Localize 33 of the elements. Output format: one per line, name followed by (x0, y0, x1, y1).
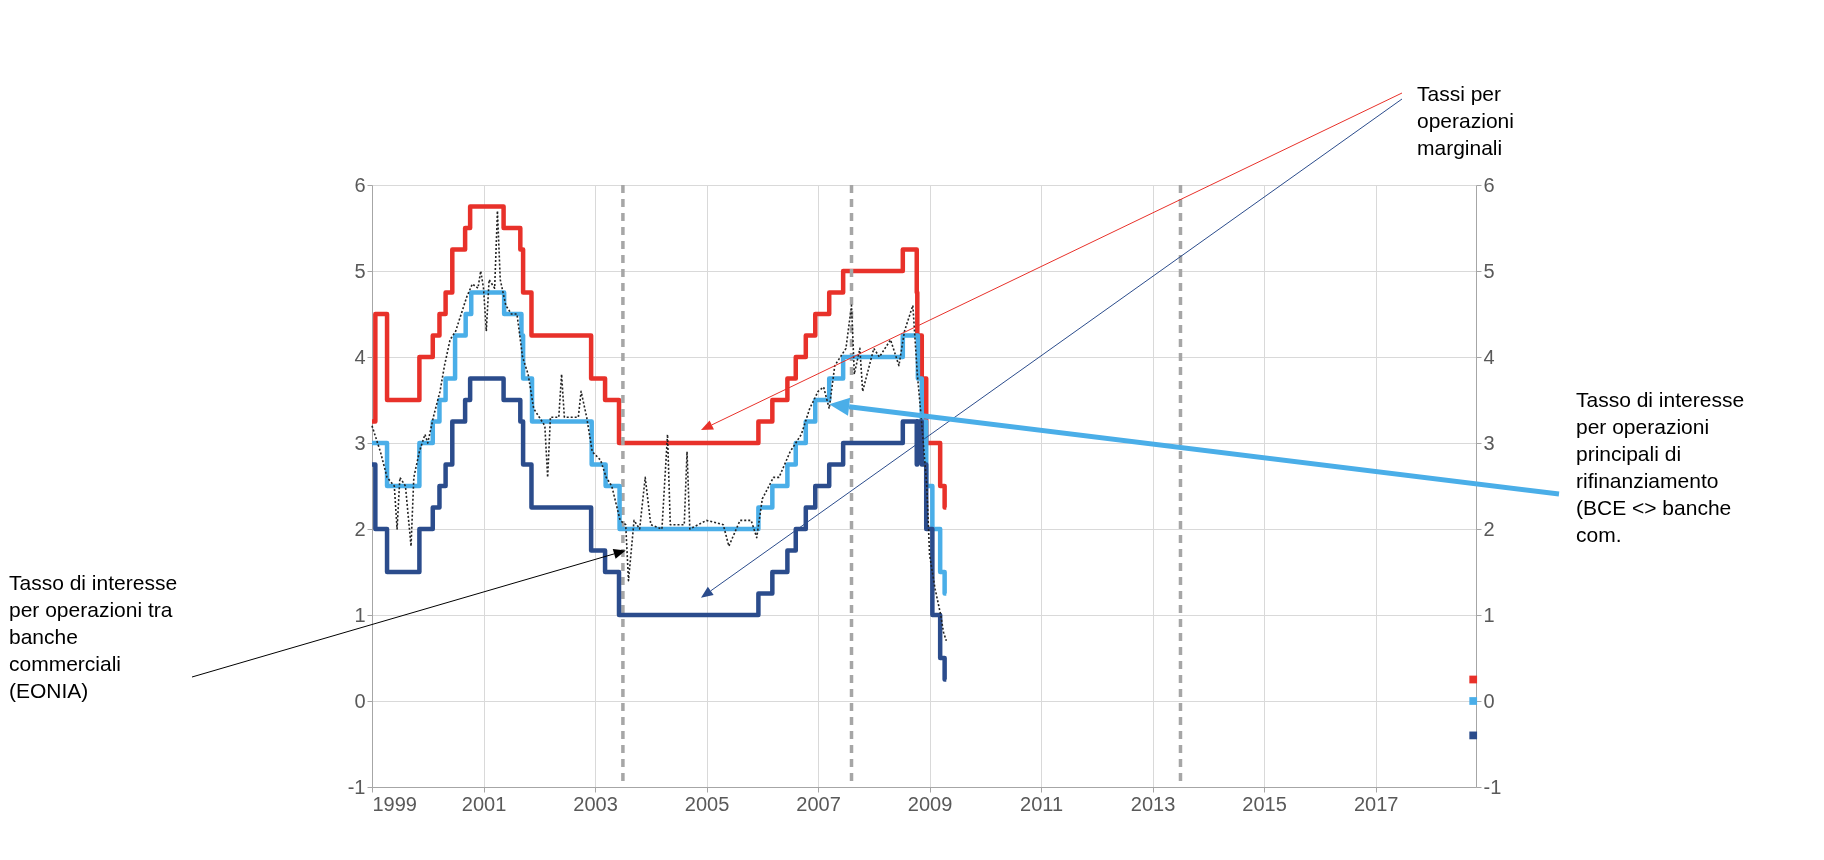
x-tick-label: 1999 (372, 792, 417, 815)
y-tick-label: -1 (347, 775, 366, 798)
y-tick-label: 1 (354, 603, 366, 626)
x-tick-label: 2003 (573, 792, 618, 815)
point (1469, 731, 1478, 740)
x-tick-label: 2007 (796, 792, 841, 815)
text: Tasso di interesse per operazioni tra banche commerciali (EONIA) (9, 570, 179, 704)
y2-tick-label: 0 (1483, 689, 1495, 712)
y-tick-label: 4 (354, 345, 366, 368)
y-tick-label: 6 (354, 173, 366, 196)
y2-tick-label: -1 (1483, 775, 1502, 798)
y2-tick-label: 2 (1483, 517, 1495, 540)
y2-tick-label: 1 (1483, 603, 1495, 626)
x-tick-label: 2005 (684, 792, 730, 815)
x-tick-label: 2013 (1130, 792, 1176, 815)
x-tick-label: 2011 (1020, 792, 1064, 815)
x-tick-label: 2017 (1353, 792, 1399, 815)
x-tick-label: 2015 (1242, 792, 1287, 815)
y2-tick-label: 6 (1483, 173, 1495, 196)
point (1469, 675, 1478, 684)
x-tick-label: 2009 (907, 792, 953, 815)
y-tick-label: 3 (354, 431, 366, 454)
text: Tasso di interesse per operazioni principali di rifinanziamento (BCE <> banche com. (1576, 387, 1746, 548)
text: Tassi per operazioni marginali (1417, 81, 1515, 161)
y-tick-label: 5 (354, 259, 366, 282)
y2-tick-label: 4 (1483, 345, 1495, 368)
line-series (371, 210, 948, 642)
y-tick-label: 0 (354, 689, 366, 712)
y-tick-label: 2 (354, 517, 366, 540)
x-tick-label: 2001 (461, 792, 507, 815)
point (1469, 697, 1478, 705)
y2-tick-label: 3 (1483, 431, 1495, 454)
y2-tick-label: 5 (1483, 259, 1495, 282)
